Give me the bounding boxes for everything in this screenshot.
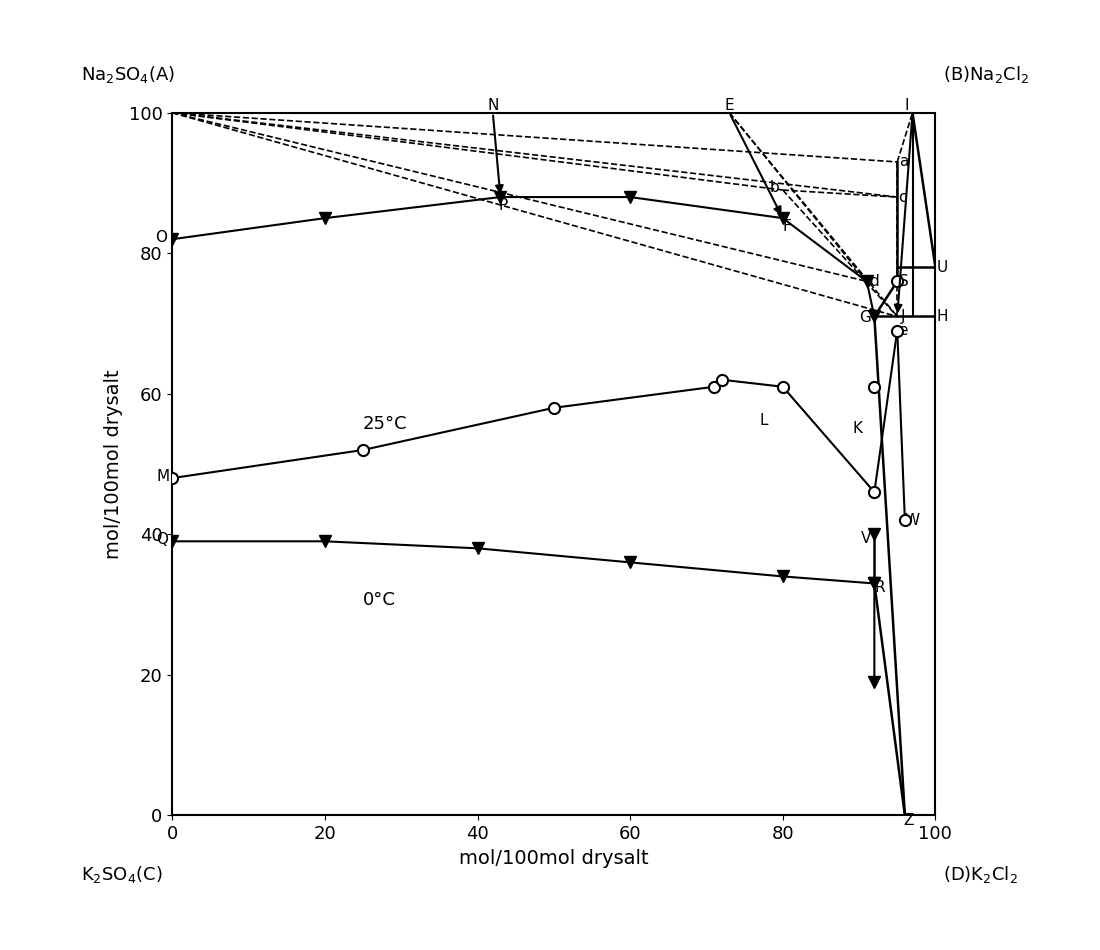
Text: Na$_2$SO$_4$(A): Na$_2$SO$_4$(A) xyxy=(80,64,175,85)
Text: L: L xyxy=(760,413,768,428)
Text: d: d xyxy=(869,274,879,289)
X-axis label: mol/100mol drysalt: mol/100mol drysalt xyxy=(459,848,649,867)
Text: V: V xyxy=(861,531,871,546)
Text: J: J xyxy=(901,309,905,324)
Text: F: F xyxy=(782,218,791,234)
Text: b: b xyxy=(770,180,779,195)
Text: Q: Q xyxy=(156,532,168,547)
Text: K$_2$SO$_4$(C): K$_2$SO$_4$(C) xyxy=(80,864,163,885)
Text: G: G xyxy=(859,311,870,326)
Text: 0°C: 0°C xyxy=(363,591,396,609)
Text: N: N xyxy=(487,98,498,113)
Text: R: R xyxy=(874,580,886,595)
Text: (D)K$_2$Cl$_2$: (D)K$_2$Cl$_2$ xyxy=(943,864,1018,885)
Text: c: c xyxy=(899,190,907,204)
Text: K: K xyxy=(852,422,862,436)
Text: 25°C: 25°C xyxy=(363,415,408,433)
Text: a: a xyxy=(900,155,909,169)
Text: e: e xyxy=(898,323,907,338)
Text: (B)Na$_2$Cl$_2$: (B)Na$_2$Cl$_2$ xyxy=(943,64,1030,85)
Text: E: E xyxy=(725,98,734,113)
Text: O: O xyxy=(155,230,167,245)
Text: M: M xyxy=(156,469,169,484)
Text: S: S xyxy=(900,274,909,289)
Text: P: P xyxy=(498,198,508,213)
Text: Z: Z xyxy=(904,813,914,828)
Text: W: W xyxy=(904,513,920,528)
Y-axis label: mol/100mol drysalt: mol/100mol drysalt xyxy=(104,370,123,559)
Text: U: U xyxy=(937,259,948,275)
Text: I: I xyxy=(904,98,910,113)
Text: H: H xyxy=(936,309,948,324)
